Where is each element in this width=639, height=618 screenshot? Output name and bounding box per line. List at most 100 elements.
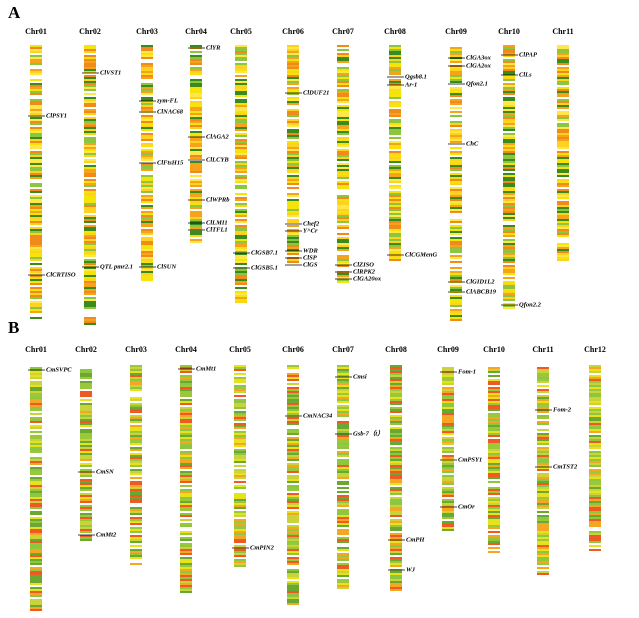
band xyxy=(337,555,349,557)
band xyxy=(537,507,549,509)
chromosome-name: Chr01 xyxy=(25,27,47,36)
band xyxy=(141,269,153,271)
band xyxy=(389,115,401,117)
band xyxy=(589,455,601,457)
band xyxy=(84,51,96,53)
band xyxy=(235,275,247,277)
band xyxy=(337,95,349,97)
band xyxy=(488,417,500,419)
band xyxy=(337,137,349,139)
band xyxy=(389,73,401,75)
band xyxy=(557,81,569,83)
band xyxy=(537,457,549,459)
band xyxy=(130,365,142,367)
band xyxy=(488,399,500,401)
band xyxy=(287,533,299,535)
band xyxy=(30,597,42,599)
band xyxy=(537,389,549,391)
band xyxy=(337,77,349,79)
band xyxy=(450,163,462,165)
band xyxy=(287,567,299,569)
band xyxy=(337,245,349,247)
band xyxy=(30,283,42,285)
band xyxy=(488,509,500,511)
band xyxy=(537,369,549,371)
band xyxy=(557,245,569,247)
band xyxy=(30,531,42,533)
band xyxy=(30,441,42,443)
band xyxy=(141,107,153,109)
band xyxy=(337,195,349,197)
band xyxy=(190,141,202,143)
band xyxy=(130,545,142,547)
band xyxy=(503,163,515,165)
chromosome-name: Chr03 xyxy=(125,345,147,354)
band xyxy=(389,113,401,115)
band xyxy=(287,563,299,565)
band xyxy=(287,113,299,115)
band xyxy=(389,163,401,165)
band xyxy=(30,291,42,293)
band xyxy=(130,439,142,441)
band xyxy=(337,107,349,109)
band xyxy=(30,267,42,269)
band xyxy=(30,121,42,123)
band xyxy=(180,549,192,551)
band xyxy=(287,441,299,443)
band xyxy=(537,517,549,519)
band xyxy=(337,571,349,573)
band xyxy=(130,437,142,439)
band xyxy=(141,101,153,103)
band xyxy=(287,553,299,555)
band xyxy=(390,579,402,581)
band xyxy=(287,249,299,251)
band xyxy=(337,575,349,577)
panel-label: A xyxy=(8,3,21,22)
band xyxy=(190,51,202,53)
band xyxy=(589,475,601,477)
band xyxy=(287,125,299,127)
band xyxy=(190,213,202,215)
band xyxy=(557,223,569,225)
band xyxy=(450,211,462,213)
band xyxy=(30,199,42,201)
band xyxy=(84,53,96,55)
band xyxy=(450,159,462,161)
band xyxy=(30,537,42,539)
band xyxy=(235,71,247,73)
band xyxy=(30,447,42,449)
band xyxy=(390,505,402,507)
band xyxy=(84,109,96,111)
band xyxy=(190,75,202,77)
band xyxy=(141,167,153,169)
band xyxy=(503,101,515,103)
band xyxy=(287,69,299,71)
band xyxy=(235,69,247,71)
band xyxy=(30,483,42,485)
band xyxy=(234,491,246,493)
band xyxy=(589,393,601,395)
band xyxy=(234,433,246,435)
band xyxy=(537,567,549,569)
band xyxy=(450,245,462,247)
band xyxy=(234,551,246,553)
band xyxy=(337,85,349,87)
band xyxy=(337,479,349,481)
band xyxy=(234,411,246,413)
band xyxy=(180,527,192,529)
band xyxy=(80,417,92,419)
band xyxy=(442,461,454,463)
band xyxy=(234,407,246,409)
band xyxy=(557,253,569,255)
band xyxy=(130,395,142,397)
band xyxy=(234,477,246,479)
band xyxy=(287,551,299,553)
band xyxy=(450,225,462,227)
band xyxy=(180,465,192,467)
band xyxy=(84,79,96,81)
band xyxy=(450,55,462,57)
band xyxy=(235,123,247,125)
band xyxy=(30,553,42,555)
band xyxy=(442,491,454,493)
band xyxy=(488,527,500,529)
